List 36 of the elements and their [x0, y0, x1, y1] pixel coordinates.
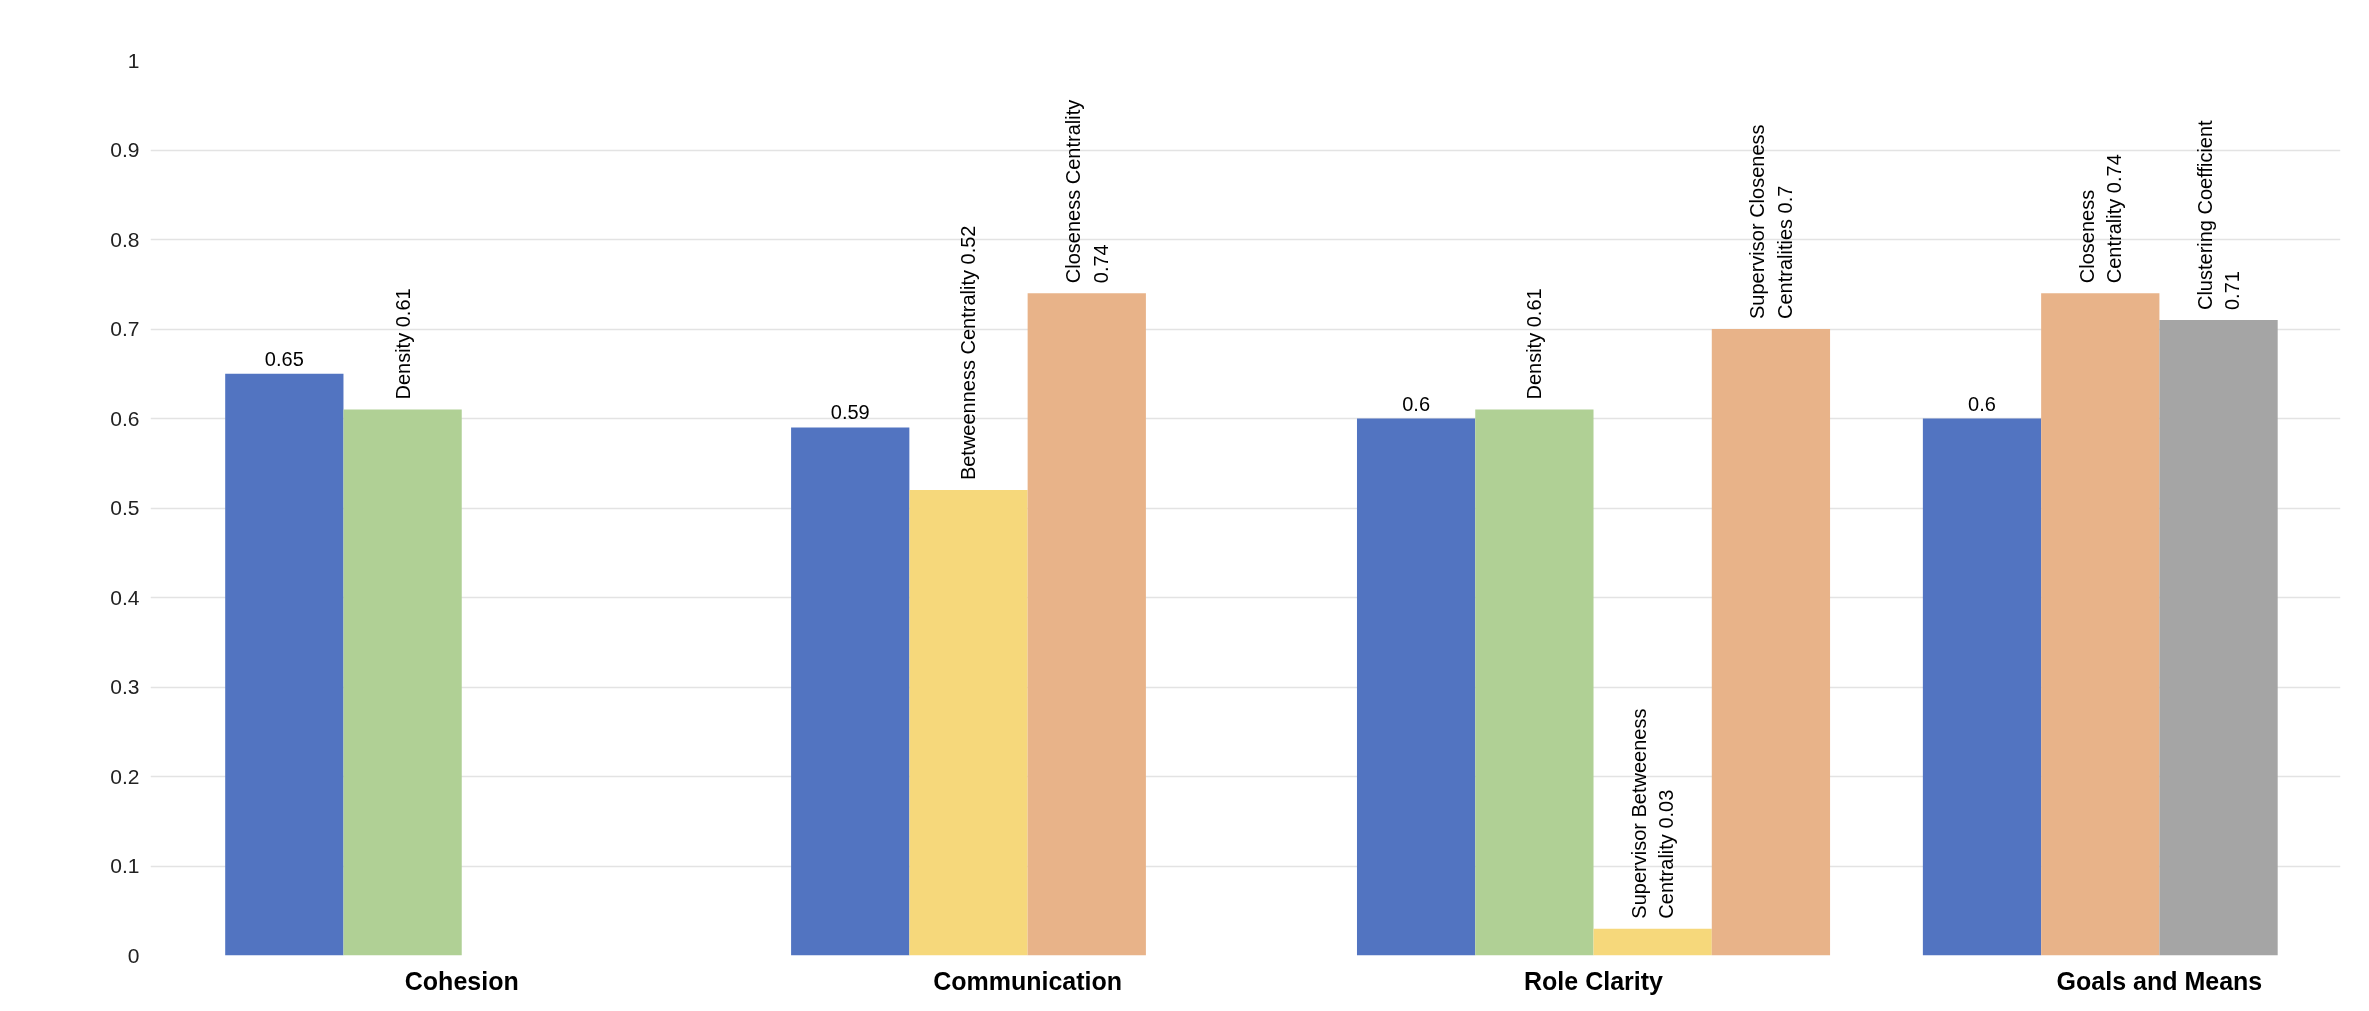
data-label: Density 0.61 [1523, 288, 1546, 400]
bar [1593, 928, 1712, 956]
x-tick-label: Cohesion [404, 966, 519, 995]
y-tick-label: 0.2 [110, 764, 140, 788]
data-label: Clustering Coefficient 0.71 [2193, 119, 2244, 311]
data-label: Closeness Centrality 0.74 [1062, 99, 1112, 284]
data-label: 0.59 [830, 401, 870, 424]
y-tick-label: 0.9 [110, 138, 140, 161]
data-label: 0.6 [1968, 392, 1996, 415]
data-label: 0.6 [1402, 392, 1431, 415]
bar [1356, 418, 1476, 956]
y-tick-label: 0.1 [110, 854, 140, 877]
data-label: 0.65 [264, 347, 304, 370]
bar [1922, 418, 2042, 956]
bar [1711, 329, 1831, 956]
x-tick-label: Role Clarity [1524, 966, 1664, 995]
bar [2159, 320, 2278, 956]
y-tick-label: 0.7 [110, 317, 140, 340]
y-tick-label: 0.5 [110, 496, 140, 519]
y-tick-label: 0.4 [110, 585, 140, 609]
data-label: Betweenness Centrality 0.52 [957, 225, 980, 481]
bar [1475, 409, 1594, 956]
bar [343, 409, 462, 956]
y-tick-label: 0.3 [110, 675, 140, 698]
x-tick-label: Goals and Means [2056, 966, 2263, 995]
y-tick-label: 1 [127, 48, 140, 72]
y-tick-label: 0.8 [110, 227, 140, 251]
data-label: Density 0.61 [391, 288, 414, 400]
x-tick-label: Communication [933, 966, 1123, 995]
bar [791, 427, 910, 956]
data-label: Supervisor Closeness Centralities 0.7 [1746, 124, 1796, 319]
data-label: Closeness Centrality 0.74 [2075, 154, 2126, 284]
y-tick-label: 0.6 [110, 406, 140, 430]
data-label: Supervisor Betweeness Centrality 0.03 [1627, 708, 1678, 919]
y-tick-label: 0 [127, 943, 140, 967]
bar [225, 373, 344, 956]
